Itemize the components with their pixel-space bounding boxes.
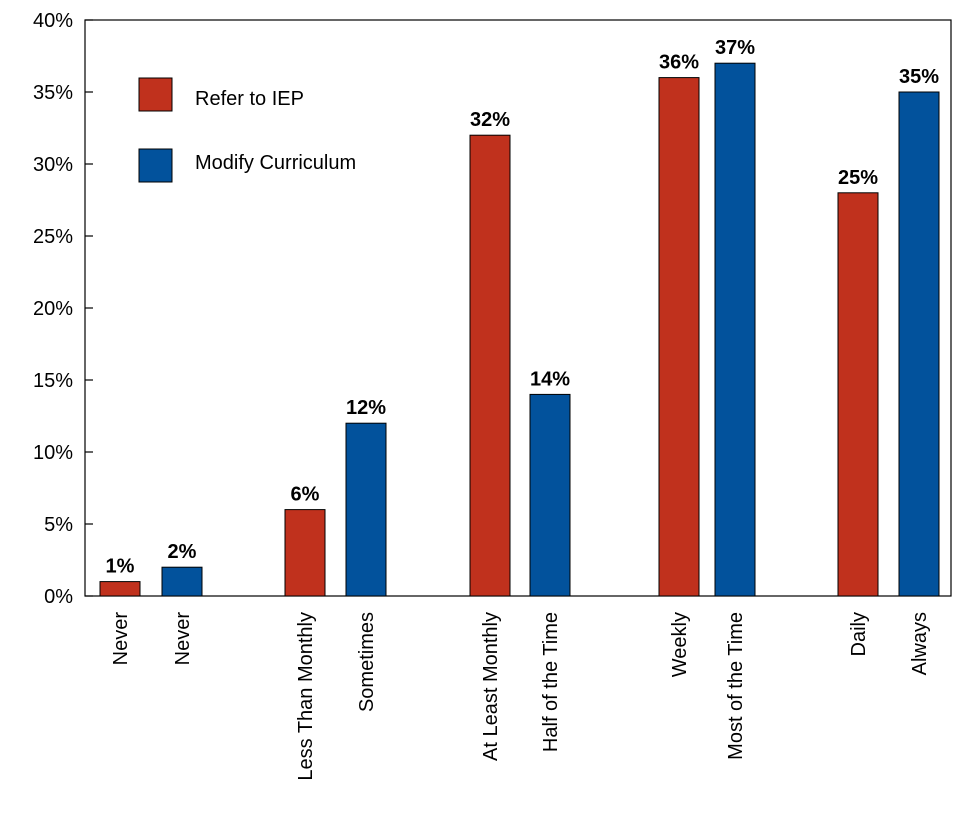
data-label: 1% <box>106 556 135 578</box>
data-label: 25% <box>838 167 878 189</box>
bar <box>284 509 326 597</box>
bar <box>837 192 879 597</box>
category-label: Weekly <box>669 612 691 677</box>
bar <box>345 422 387 597</box>
bar <box>714 62 756 597</box>
legend-label: Refer to IEP <box>195 88 304 110</box>
data-label: 37% <box>715 37 755 59</box>
data-label: 32% <box>470 109 510 131</box>
legend-label: Modify Curriculum <box>195 152 356 174</box>
data-label: 2% <box>168 541 197 563</box>
data-label: 12% <box>346 397 386 419</box>
y-tick-label: 40% <box>33 10 73 32</box>
y-tick-label: 30% <box>33 154 73 176</box>
y-tick-label: 20% <box>33 298 73 320</box>
legend-swatch <box>138 77 173 112</box>
category-label: At Least Monthly <box>480 612 502 761</box>
category-label: Most of the Time <box>725 612 747 760</box>
data-label: 35% <box>899 66 939 88</box>
y-tick-label: 5% <box>44 514 73 536</box>
data-labels: 1% 6% 32% 36% 25% 2% 12% 14% 37% 35% <box>106 37 940 577</box>
bar <box>898 91 940 597</box>
legend-swatch <box>138 148 173 183</box>
category-label: Half of the Time <box>540 612 562 752</box>
data-label: 36% <box>659 52 699 74</box>
bar <box>469 134 511 597</box>
data-label: 14% <box>530 368 570 390</box>
y-tick-label: 15% <box>33 370 73 392</box>
bars <box>99 62 940 597</box>
y-tick-label: 0% <box>44 586 73 608</box>
category-label: Never <box>110 612 132 666</box>
category-label: Less Than Monthly <box>295 612 317 781</box>
legend: Refer to IEP Modify Curriculum <box>138 77 356 183</box>
y-tick-label: 25% <box>33 226 73 248</box>
data-label: 6% <box>291 484 320 506</box>
bar <box>161 566 203 597</box>
bar <box>99 581 141 597</box>
category-label: Daily <box>848 612 870 656</box>
category-label: Never <box>172 612 194 666</box>
category-label: Sometimes <box>356 612 378 712</box>
bar <box>529 393 571 597</box>
category-label: Always <box>909 612 931 675</box>
y-tick-label: 10% <box>33 442 73 464</box>
axes: 0% 5% 10% 15% 20% 25% 30% 35% 40% Never Less Than … <box>33 10 952 781</box>
y-tick-label: 35% <box>33 82 73 104</box>
bar <box>658 77 700 597</box>
